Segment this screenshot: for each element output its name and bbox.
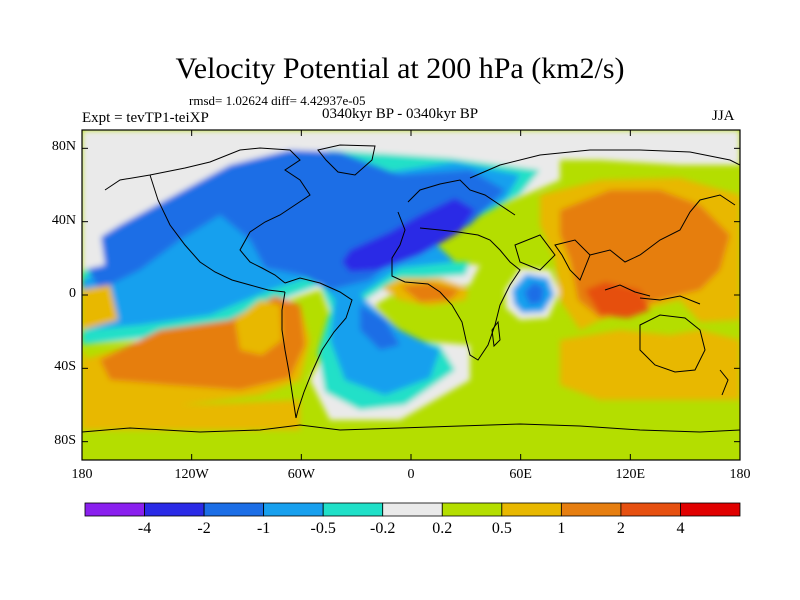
colorbar-label: 0.5	[491, 520, 512, 537]
lat-tick-label: 40N	[51, 212, 76, 228]
season-label: JJA	[712, 108, 735, 124]
experiment-label: Expt = tevTP1-teiXP	[82, 110, 209, 126]
colorbar-label: -0.5	[310, 520, 336, 537]
lon-tick-label: 60W	[287, 467, 315, 482]
lon-tick-label: 60E	[509, 467, 532, 482]
lon-tick-label: 180	[71, 467, 93, 482]
period-label: 0340kyr BP - 0340kyr BP	[322, 106, 479, 122]
plot-title: Velocity Potential at 200 hPa (km2/s)	[175, 52, 625, 85]
lat-tick-label: 40S	[54, 359, 76, 375]
lat-tick-label: 80N	[51, 139, 76, 155]
colorbar-label: 4	[676, 520, 685, 537]
lon-tick-label: 120E	[615, 467, 646, 482]
colorbar-label: 2	[616, 520, 625, 537]
coastlines	[82, 144, 740, 433]
colorbar-label: -1	[256, 520, 271, 537]
lon-tick-label: 180	[729, 467, 751, 482]
axis-ticks	[81, 130, 741, 460]
lon-tick-label: 0	[407, 467, 415, 482]
colorbar-label: 0.2	[432, 520, 453, 537]
colorbar-label: -0.2	[370, 520, 396, 537]
lat-tick-label: 80S	[54, 432, 76, 448]
lat-tick-label: 0	[69, 286, 76, 301]
colorbar-label: 1	[557, 520, 566, 537]
stats-line: rmsd= 1.02624 diff= 4.42937e-05	[189, 93, 366, 108]
colorbar-label: -4	[137, 520, 152, 537]
colorbar-label: -2	[197, 520, 211, 537]
contour-field	[82, 130, 740, 460]
lon-tick-label: 120W	[174, 467, 209, 482]
